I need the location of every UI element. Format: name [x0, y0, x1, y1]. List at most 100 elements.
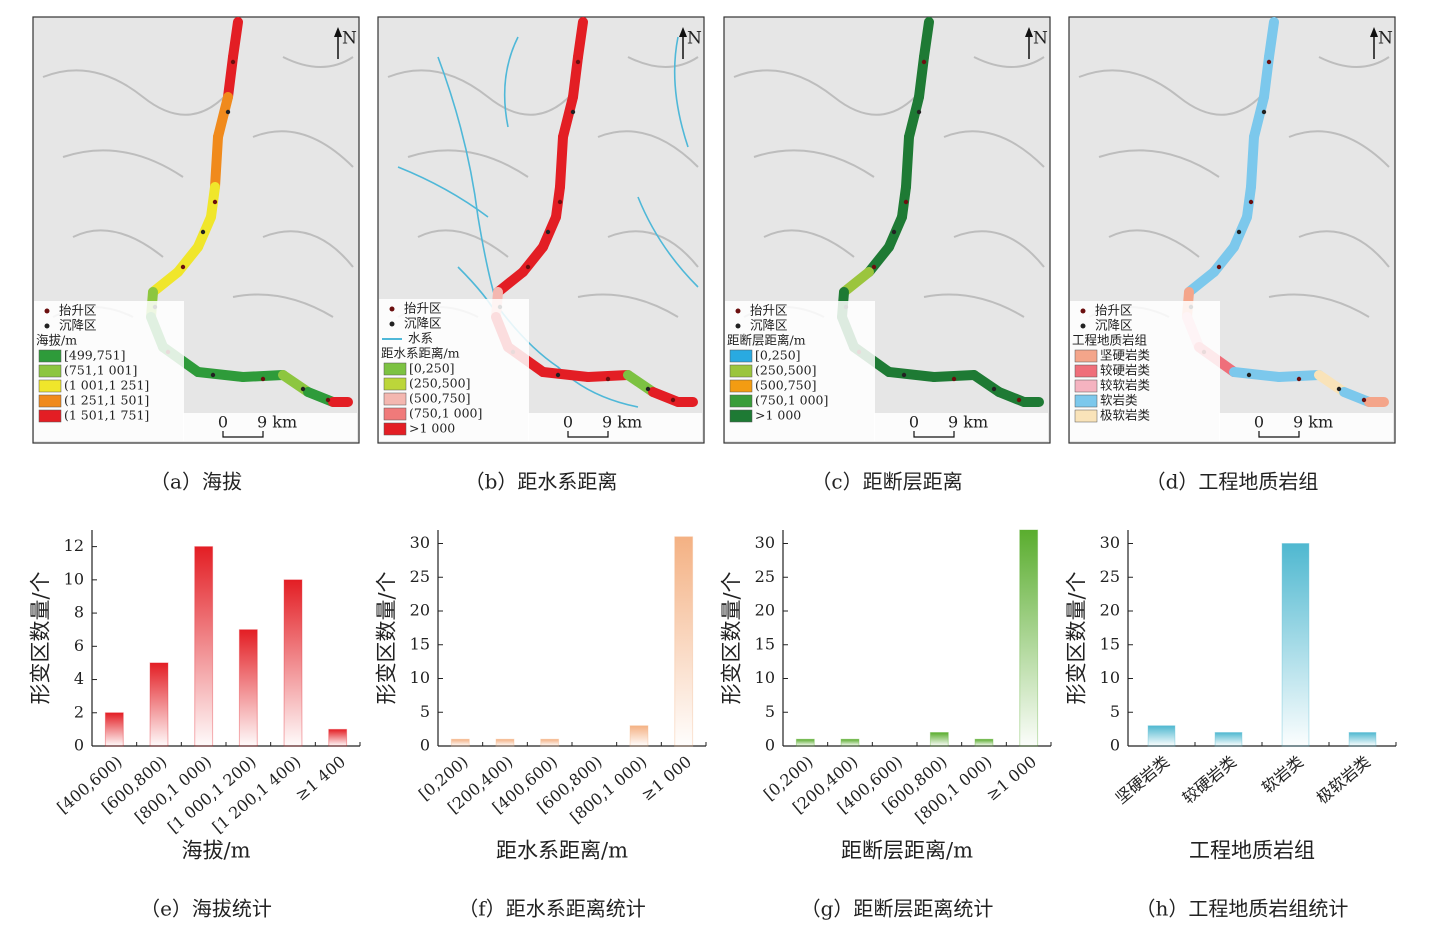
- legend-point-symbol: [44, 308, 50, 314]
- bar: [238, 629, 258, 747]
- y-tick-label: 0: [420, 736, 430, 755]
- y-axis-label: 形变区数量/个: [1065, 571, 1089, 704]
- scale-zero: 0: [909, 413, 919, 432]
- deformation-point: [991, 386, 997, 392]
- legend-swatch: [38, 349, 62, 363]
- route-segment: [929, 370, 979, 382]
- route-segment: [839, 267, 874, 297]
- deformation-point: [1261, 109, 1267, 115]
- y-tick-label: 4: [74, 669, 84, 688]
- route-segment: [583, 370, 633, 382]
- y-tick-label: 10: [410, 668, 430, 687]
- deformation-point: [325, 397, 331, 403]
- y-tick-label: 0: [1110, 736, 1120, 755]
- map-caption: （a）海拔: [150, 470, 242, 494]
- river: [637, 196, 699, 288]
- route-segment: [238, 370, 288, 382]
- scale-bar: [1258, 431, 1300, 438]
- bar: [194, 546, 214, 747]
- x-axis-label: 距水系距离/m: [496, 839, 628, 863]
- y-tick-label: 0: [765, 736, 775, 755]
- deformation-point: [225, 109, 231, 115]
- legend: 抬升区沉降区水系距水系距离/m[0,250](250,500](500,750]…: [379, 299, 529, 441]
- terrain-ridge: [1098, 149, 1220, 178]
- bar-chart: 051015202530[0,200)[200,400)[400,600)[60…: [375, 530, 707, 921]
- legend-point-label: 抬升区: [1095, 303, 1133, 318]
- y-tick-label: 5: [765, 702, 775, 721]
- map-caption: （c）距断层距离: [811, 470, 962, 494]
- legend-class-label: (751,1 001]: [64, 363, 137, 378]
- x-tick-label: 较硬岩类: [1179, 752, 1240, 808]
- chart-caption: （f）距水系距离统计: [458, 897, 645, 921]
- scale-box: [1219, 413, 1393, 441]
- route-segment: [148, 267, 183, 297]
- scale-bar: [567, 431, 609, 438]
- legend-swatch: [383, 392, 407, 406]
- legend-class-label: (500,750]: [409, 391, 470, 406]
- legend-point-symbol: [389, 306, 395, 312]
- legend-title: 海拔/m: [36, 333, 77, 348]
- bar: [1147, 725, 1176, 747]
- scale-distance: 9 km: [257, 413, 297, 432]
- deformation-point: [1296, 376, 1302, 382]
- terrain-ridge: [1318, 56, 1390, 68]
- y-tick-label: 20: [1100, 601, 1120, 620]
- terrain-ridge: [407, 149, 529, 178]
- deformation-point: [210, 372, 216, 378]
- terrain-ridge: [577, 293, 679, 318]
- terrain-ridge: [1268, 293, 1370, 318]
- legend-swatch: [1074, 409, 1098, 423]
- deformation-point: [901, 372, 907, 378]
- legend-swatch: [383, 422, 407, 436]
- deformation-point: [230, 59, 236, 65]
- terrain-ridge: [262, 230, 354, 268]
- y-tick-label: 20: [410, 601, 430, 620]
- terrain-ridge: [1298, 230, 1390, 268]
- terrain-ridge: [42, 69, 234, 116]
- bar: [974, 738, 994, 747]
- legend-class-label: [0,250]: [755, 348, 801, 363]
- terrain-ridge: [733, 69, 925, 116]
- y-tick-label: 15: [1100, 634, 1120, 653]
- legend-water-label: 水系: [408, 331, 433, 346]
- y-tick-label: 5: [1110, 702, 1120, 721]
- deformation-point: [525, 264, 531, 270]
- route-segment: [193, 367, 248, 382]
- legend-class-label: 较硬岩类: [1100, 363, 1151, 378]
- route-segment: [884, 367, 939, 382]
- legend-swatch: [38, 379, 62, 393]
- legend-swatch: [729, 349, 753, 363]
- legend-point-label: 沉降区: [404, 316, 442, 331]
- y-tick-label: 12: [64, 536, 84, 555]
- route-segment: [1229, 367, 1284, 382]
- north-label: N: [687, 29, 702, 49]
- route-segment: [1264, 17, 1279, 62]
- legend-point-label: 抬升区: [750, 303, 788, 318]
- scale-zero: 0: [563, 413, 573, 432]
- bar: [104, 712, 124, 747]
- chart-caption: （g）距断层距离统计: [801, 897, 994, 921]
- terrain-ridge: [597, 130, 699, 168]
- route-segment: [1274, 370, 1324, 382]
- x-tick-label: 极软岩类: [1313, 752, 1374, 808]
- terrain-ridge: [232, 293, 334, 318]
- terrain-ridge: [62, 149, 184, 178]
- x-tick-label: ≥1 000: [983, 752, 1041, 805]
- deformation-point: [891, 229, 897, 235]
- y-tick-label: 0: [74, 736, 84, 755]
- scale-box: [874, 413, 1048, 441]
- route-segment: [538, 367, 593, 382]
- map-caption: （d）工程地质岩组: [1146, 470, 1319, 494]
- deformation-point: [575, 59, 581, 65]
- legend-title: 距断层距离/m: [727, 333, 806, 348]
- terrain-ridge: [72, 229, 164, 258]
- legend-point-label: 抬升区: [404, 301, 442, 316]
- route-segment: [210, 132, 223, 192]
- y-tick-label: 8: [74, 603, 84, 622]
- y-tick-label: 10: [64, 569, 84, 588]
- terrain-ridge: [607, 230, 699, 268]
- legend-point-symbol: [735, 308, 741, 314]
